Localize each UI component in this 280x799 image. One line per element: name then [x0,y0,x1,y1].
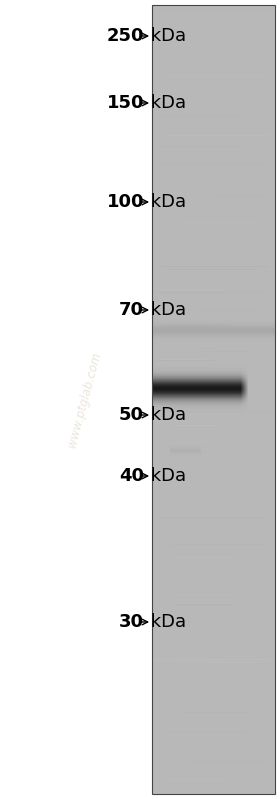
Text: kDa: kDa [145,406,186,424]
Text: kDa: kDa [145,613,186,631]
Text: 30: 30 [119,613,144,631]
Text: kDa: kDa [145,467,186,485]
Text: 70: 70 [119,301,144,319]
Text: kDa: kDa [145,27,186,45]
Text: kDa: kDa [145,193,186,211]
Text: 40: 40 [119,467,144,485]
Text: 250: 250 [106,27,144,45]
Text: 50: 50 [119,406,144,424]
Bar [152,5,275,794]
Text: www.ptglab.com: www.ptglab.com [65,350,103,449]
Text: 150: 150 [106,94,144,112]
Text: 100: 100 [106,193,144,211]
Text: kDa: kDa [145,301,186,319]
Text: kDa: kDa [145,94,186,112]
